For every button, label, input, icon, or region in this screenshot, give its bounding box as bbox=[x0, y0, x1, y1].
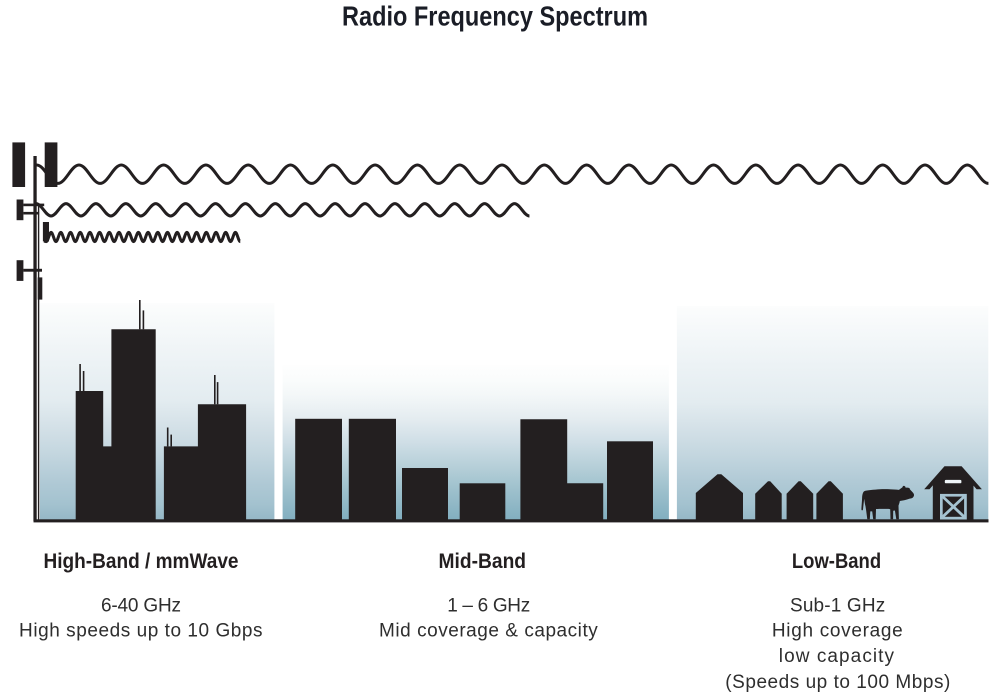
svg-text:low capacity: low capacity bbox=[779, 646, 895, 667]
svg-text:Low-Band: Low-Band bbox=[792, 550, 881, 573]
svg-text:Mid-Band: Mid-Band bbox=[439, 550, 527, 573]
svg-text:Sub-1 GHz: Sub-1 GHz bbox=[790, 596, 885, 617]
svg-text:6-40 GHz: 6-40 GHz bbox=[101, 596, 181, 617]
svg-text:Mid coverage & capacity: Mid coverage & capacity bbox=[379, 621, 598, 642]
svg-text:High-Band / mmWave: High-Band / mmWave bbox=[44, 550, 239, 573]
svg-text:Radio Frequency Spectrum: Radio Frequency Spectrum bbox=[342, 1, 648, 32]
svg-text:High coverage: High coverage bbox=[772, 621, 903, 642]
svg-text:1 – 6 GHz: 1 – 6 GHz bbox=[447, 596, 530, 617]
svg-text:High speeds up to 10 Gbps: High speeds up to 10 Gbps bbox=[19, 621, 262, 642]
svg-text:(Speeds up to 100 Mbps): (Speeds up to 100 Mbps) bbox=[725, 672, 950, 693]
